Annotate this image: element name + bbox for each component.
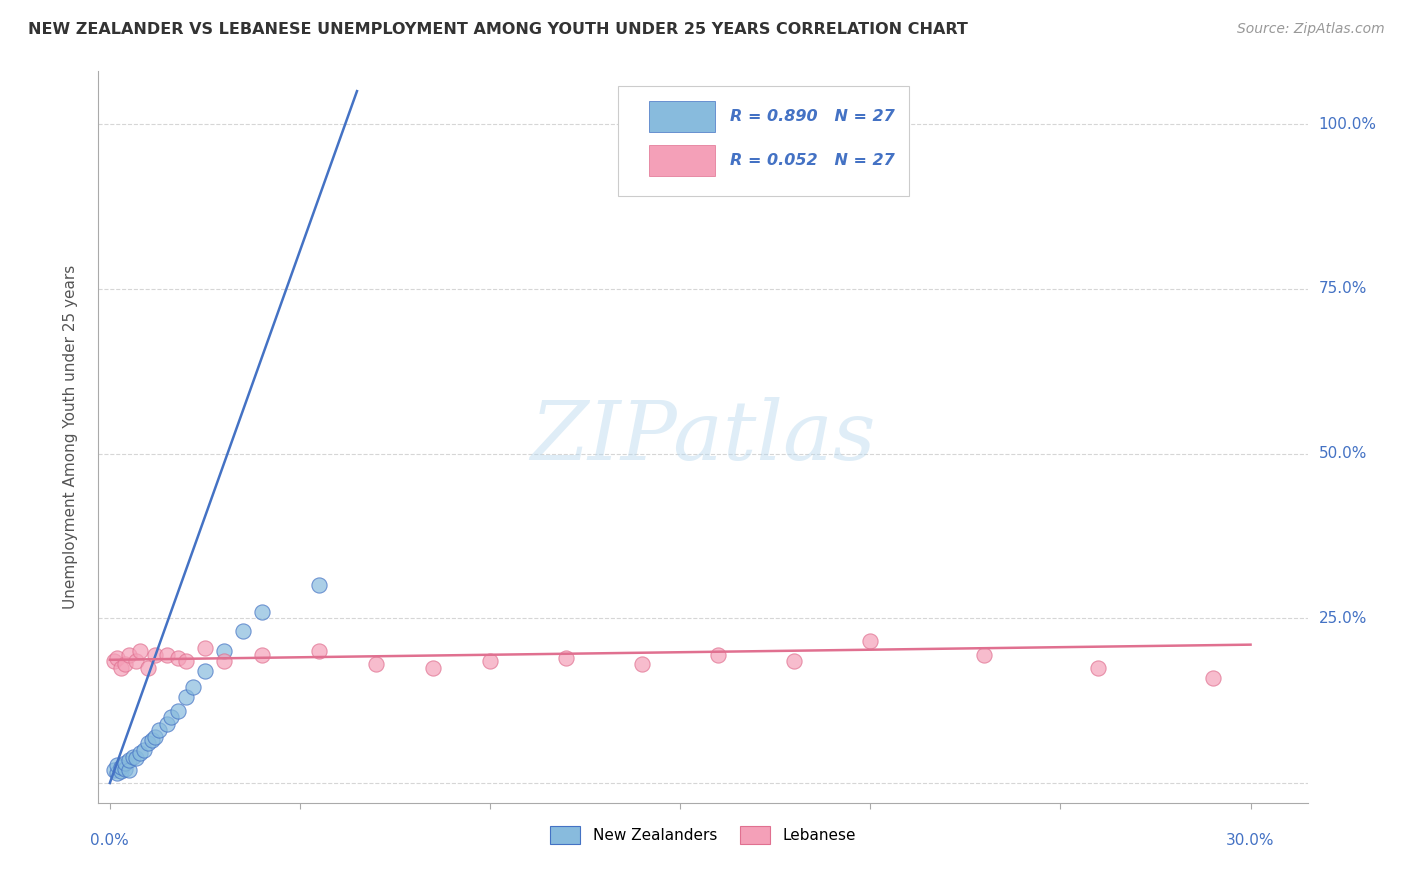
- Point: [129, 644, 152, 658]
- Point: [107, 650, 129, 665]
- Point: [783, 654, 806, 668]
- Text: 0.0%: 0.0%: [90, 833, 129, 848]
- Point: [156, 716, 179, 731]
- Point: [308, 644, 330, 658]
- Text: 100.0%: 100.0%: [1319, 117, 1376, 132]
- Point: [107, 766, 129, 780]
- Point: [422, 661, 444, 675]
- Point: [1087, 661, 1109, 675]
- Point: [110, 759, 132, 773]
- Point: [167, 650, 190, 665]
- Point: [125, 654, 148, 668]
- Point: [250, 648, 273, 662]
- Point: [118, 648, 141, 662]
- Point: [194, 640, 217, 655]
- Point: [125, 751, 148, 765]
- Point: [114, 756, 136, 771]
- Point: [973, 648, 995, 662]
- Text: R = 0.890   N = 27: R = 0.890 N = 27: [730, 109, 894, 124]
- Point: [121, 749, 143, 764]
- Text: 25.0%: 25.0%: [1319, 611, 1367, 626]
- Point: [1201, 671, 1223, 685]
- Point: [145, 730, 167, 744]
- Point: [148, 723, 170, 738]
- Text: 30.0%: 30.0%: [1226, 833, 1275, 848]
- Point: [194, 664, 217, 678]
- Point: [212, 654, 235, 668]
- Point: [174, 690, 197, 705]
- Point: [364, 657, 387, 672]
- Point: [167, 704, 190, 718]
- Text: 50.0%: 50.0%: [1319, 446, 1367, 461]
- Point: [132, 743, 155, 757]
- Text: R = 0.052   N = 27: R = 0.052 N = 27: [730, 153, 894, 168]
- Point: [145, 648, 167, 662]
- Point: [308, 578, 330, 592]
- Point: [631, 657, 654, 672]
- Point: [114, 762, 136, 776]
- Point: [159, 710, 181, 724]
- Point: [156, 648, 179, 662]
- Text: 75.0%: 75.0%: [1319, 281, 1367, 296]
- Point: [555, 650, 578, 665]
- Point: [129, 747, 152, 761]
- FancyBboxPatch shape: [619, 86, 908, 195]
- Point: [103, 763, 125, 777]
- Point: [118, 753, 141, 767]
- Point: [859, 634, 882, 648]
- Point: [141, 733, 163, 747]
- Legend: New Zealanders, Lebanese: New Zealanders, Lebanese: [544, 820, 862, 850]
- Point: [183, 681, 205, 695]
- Point: [114, 657, 136, 672]
- Point: [136, 737, 159, 751]
- Point: [110, 764, 132, 779]
- FancyBboxPatch shape: [648, 102, 716, 132]
- Point: [212, 644, 235, 658]
- Point: [110, 661, 132, 675]
- Point: [174, 654, 197, 668]
- Point: [103, 654, 125, 668]
- FancyBboxPatch shape: [648, 145, 716, 176]
- Point: [232, 624, 254, 639]
- Text: NEW ZEALANDER VS LEBANESE UNEMPLOYMENT AMONG YOUTH UNDER 25 YEARS CORRELATION CH: NEW ZEALANDER VS LEBANESE UNEMPLOYMENT A…: [28, 22, 967, 37]
- Point: [136, 661, 159, 675]
- Text: Source: ZipAtlas.com: Source: ZipAtlas.com: [1237, 22, 1385, 37]
- Point: [250, 605, 273, 619]
- Point: [479, 654, 502, 668]
- Point: [707, 648, 730, 662]
- Text: ZIPatlas: ZIPatlas: [530, 397, 876, 477]
- Point: [107, 757, 129, 772]
- Point: [118, 763, 141, 777]
- Y-axis label: Unemployment Among Youth under 25 years: Unemployment Among Youth under 25 years: [63, 265, 77, 609]
